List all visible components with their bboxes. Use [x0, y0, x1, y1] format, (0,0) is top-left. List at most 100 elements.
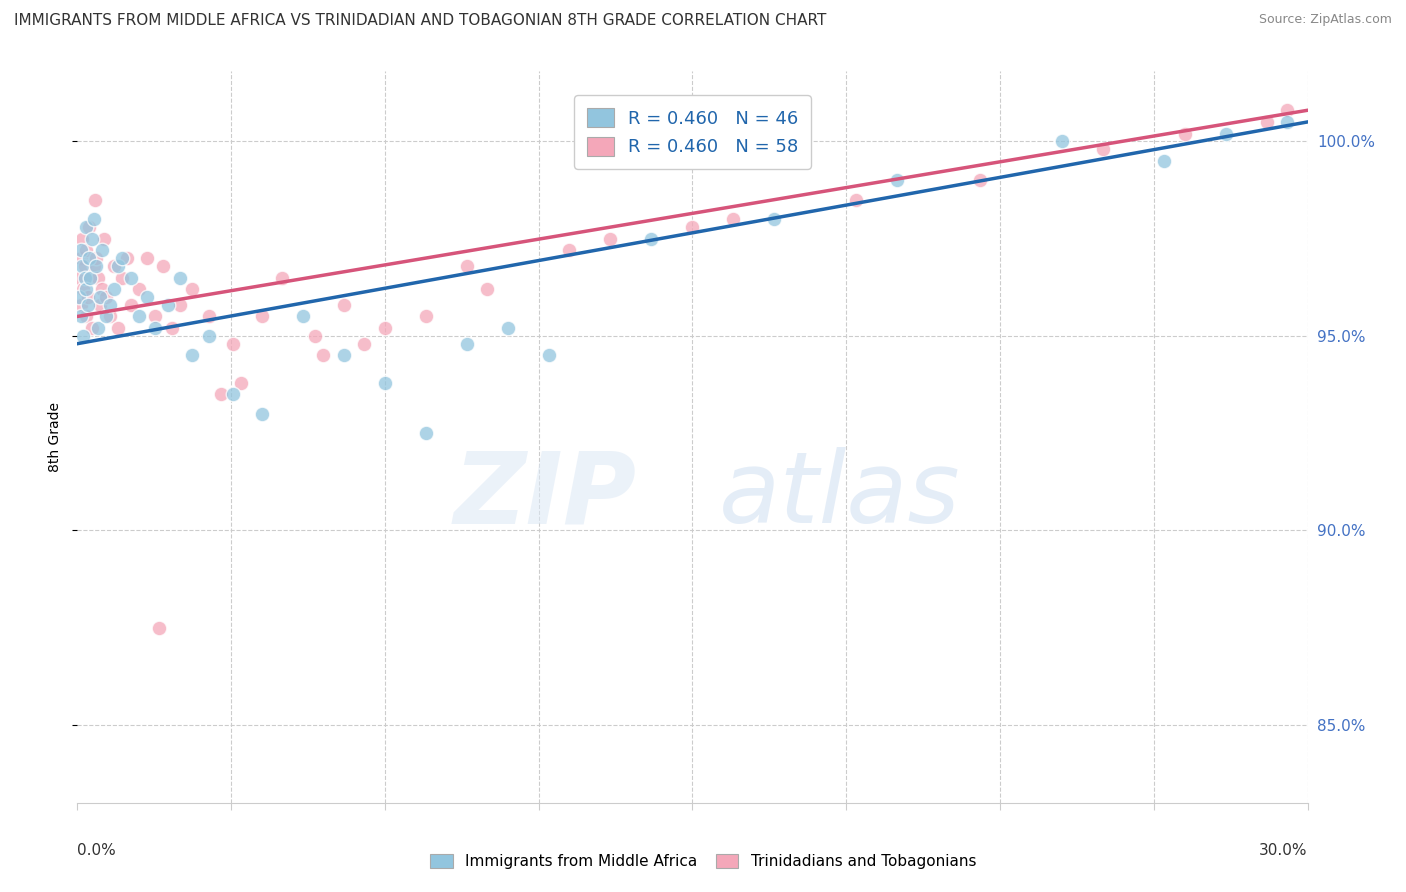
Y-axis label: 8th Grade: 8th Grade: [48, 402, 62, 472]
Point: [83, 212, 105, 227]
Point: [73, 270, 96, 285]
Point: [111, 251, 134, 265]
Point: [415, 426, 437, 441]
Text: 0.0%: 0.0%: [77, 843, 117, 858]
Point: [156, 298, 179, 312]
Point: [1275, 115, 1298, 129]
Point: [1091, 142, 1114, 156]
Point: [136, 290, 159, 304]
Point: [84, 251, 107, 265]
Point: [1174, 127, 1197, 141]
Point: [79, 270, 101, 285]
Point: [76, 298, 98, 312]
Point: [250, 407, 273, 421]
Point: [128, 310, 150, 324]
Point: [599, 232, 621, 246]
Point: [640, 232, 662, 246]
Point: [111, 270, 134, 285]
Point: [181, 348, 204, 362]
Point: [723, 212, 745, 227]
Point: [209, 387, 232, 401]
Point: [415, 310, 437, 324]
Legend: R = 0.460   N = 46, R = 0.460   N = 58: R = 0.460 N = 46, R = 0.460 N = 58: [574, 95, 811, 169]
Text: IMMIGRANTS FROM MIDDLE AFRICA VS TRINIDADIAN AND TOBAGONIAN 8TH GRADE CORRELATIO: IMMIGRANTS FROM MIDDLE AFRICA VS TRINIDA…: [14, 13, 827, 29]
Point: [75, 219, 97, 234]
Point: [1275, 103, 1298, 118]
Point: [94, 310, 117, 324]
Point: [89, 298, 111, 312]
Point: [160, 321, 183, 335]
Point: [72, 282, 94, 296]
Point: [87, 270, 110, 285]
Point: [845, 193, 868, 207]
Point: [115, 251, 138, 265]
Point: [181, 282, 204, 296]
Point: [291, 310, 314, 324]
Point: [148, 621, 170, 635]
Point: [75, 282, 97, 296]
Point: [1215, 127, 1237, 141]
Point: [94, 290, 117, 304]
Point: [98, 310, 121, 324]
Point: [80, 232, 103, 246]
Point: [70, 244, 93, 258]
Point: [682, 219, 704, 234]
Point: [77, 219, 100, 234]
Point: [1256, 115, 1278, 129]
Legend: Immigrants from Middle Africa, Trinidadians and Tobagonians: Immigrants from Middle Africa, Trinidadi…: [423, 848, 983, 875]
Point: [143, 310, 166, 324]
Point: [90, 244, 114, 258]
Point: [73, 259, 96, 273]
Point: [89, 290, 111, 304]
Text: ZIP: ZIP: [453, 447, 637, 544]
Point: [120, 298, 142, 312]
Point: [70, 232, 93, 246]
Point: [222, 336, 245, 351]
Point: [77, 251, 100, 265]
Point: [107, 259, 129, 273]
Text: 30.0%: 30.0%: [1260, 843, 1308, 858]
Point: [250, 310, 273, 324]
Point: [75, 244, 97, 258]
Point: [374, 321, 396, 335]
Point: [67, 270, 90, 285]
Point: [333, 348, 356, 362]
Point: [87, 321, 110, 335]
Point: [107, 321, 129, 335]
Point: [304, 329, 326, 343]
Point: [93, 232, 115, 246]
Point: [76, 290, 98, 304]
Point: [333, 298, 356, 312]
Point: [1050, 135, 1073, 149]
Point: [456, 259, 478, 273]
Point: [197, 310, 219, 324]
Point: [222, 387, 245, 401]
Point: [69, 251, 91, 265]
Point: [197, 329, 219, 343]
Point: [75, 310, 97, 324]
Point: [84, 259, 107, 273]
Point: [537, 348, 560, 362]
Point: [969, 173, 991, 187]
Point: [169, 270, 191, 285]
Point: [83, 193, 105, 207]
Point: [90, 282, 114, 296]
Point: [763, 212, 786, 227]
Point: [120, 270, 142, 285]
Point: [496, 321, 519, 335]
Point: [70, 298, 93, 312]
Point: [98, 298, 121, 312]
Point: [70, 259, 93, 273]
Point: [152, 259, 174, 273]
Point: [886, 173, 908, 187]
Point: [558, 244, 581, 258]
Point: [456, 336, 478, 351]
Point: [103, 259, 125, 273]
Point: [312, 348, 335, 362]
Point: [83, 259, 105, 273]
Point: [477, 282, 499, 296]
Text: atlas: atlas: [720, 447, 960, 544]
Point: [271, 270, 294, 285]
Point: [103, 282, 125, 296]
Point: [67, 290, 90, 304]
